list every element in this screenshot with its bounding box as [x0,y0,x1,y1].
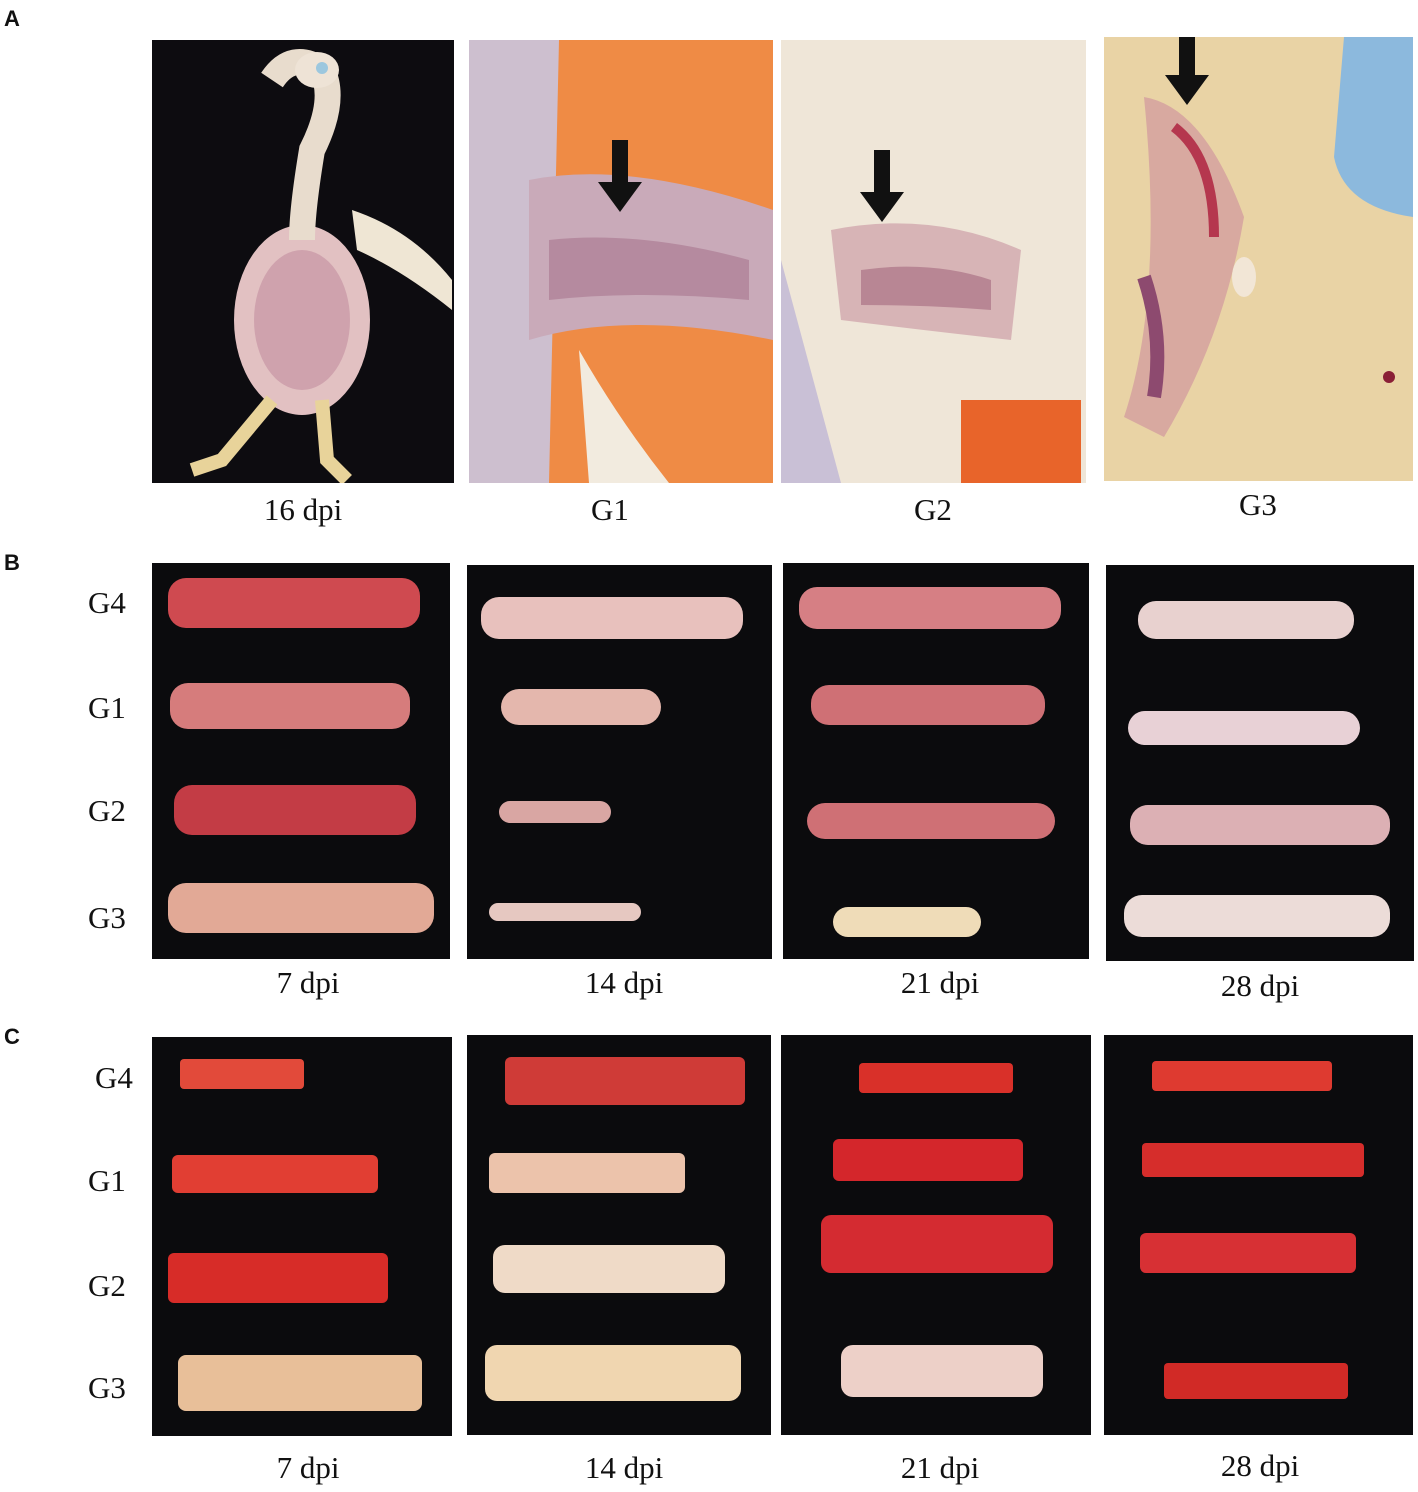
caption-b-2: 14 dpi [584,965,664,1000]
bone-sample [1164,1363,1348,1399]
caption-c-4: 28 dpi [1220,1448,1300,1483]
bone-sample [833,1139,1023,1181]
panel-c-letter: C [4,1024,20,1049]
photo-c-28dpi [1104,1035,1413,1435]
bone-sample [172,1155,378,1193]
photo-c-7dpi [152,1037,452,1436]
bursa-sample [811,685,1045,725]
photo-a-g1 [469,40,773,483]
bone-sample [859,1063,1013,1093]
tissue-illustration-g3 [1104,37,1413,481]
bird-illustration [189,49,452,483]
caption-c-1: 7 dpi [276,1450,340,1485]
photo-b-21dpi [783,563,1089,959]
photo-b-7dpi [152,563,450,959]
row-label-c-2: G1 [88,1163,126,1198]
bone-sample [485,1345,741,1401]
bursa-sample [168,578,420,628]
bursa-sample [499,801,611,823]
caption-c-2: 14 dpi [584,1450,664,1485]
bursa-sample [170,683,410,729]
bone-sample [489,1153,685,1193]
caption-b-3: 21 dpi [900,965,980,1000]
bone-sample [493,1245,725,1293]
caption-a-2: G1 [591,492,629,527]
bursa-sample [807,803,1055,839]
bursa-sample [481,597,743,639]
bursa-sample [489,903,641,921]
bone-sample [1142,1143,1364,1177]
bursa-sample [1130,805,1390,845]
bone-sample [1152,1061,1332,1091]
row-label-b-3: G2 [88,793,126,828]
caption-b-4: 28 dpi [1220,968,1300,1003]
bursa-sample [1124,895,1390,937]
bone-sample [841,1345,1043,1397]
bone-sample [178,1355,422,1411]
bone-sample [180,1059,304,1089]
photo-c-14dpi [467,1035,771,1435]
row-label-b-4: G3 [88,900,126,935]
tissue-illustration-g2 [781,40,1086,483]
photo-c-21dpi [781,1035,1091,1435]
row-label-c-1: G4 [95,1060,133,1095]
photo-a-g3 [1104,37,1413,481]
bursa-sample [799,587,1061,629]
bursa-sample [174,785,416,835]
bone-sample [821,1215,1053,1273]
caption-b-1: 7 dpi [276,965,340,1000]
bone-sample [168,1253,388,1303]
row-label-c-4: G3 [88,1370,126,1405]
bursa-sample [1128,711,1360,745]
caption-a-1: 16 dpi [263,492,343,527]
tissue-illustration-g1 [469,40,773,483]
caption-a-4: G3 [1239,487,1277,522]
bone-sample [505,1057,745,1105]
bursa-sample [501,689,661,725]
photo-b-14dpi [467,565,772,959]
bone-sample [1140,1233,1356,1273]
bursa-sample [168,883,434,933]
row-label-c-3: G2 [88,1268,126,1303]
panel-a-letter: A [4,6,20,31]
caption-c-3: 21 dpi [900,1450,980,1485]
row-label-b-1: G4 [88,585,126,620]
caption-a-3: G2 [914,492,952,527]
panel-b-letter: B [4,550,20,575]
bursa-sample [1138,601,1354,639]
photo-a-g2 [781,40,1086,483]
row-label-b-2: G1 [88,690,126,725]
bursa-sample [833,907,981,937]
photo-b-28dpi [1106,565,1414,961]
photo-a-whole-bird [152,40,454,483]
